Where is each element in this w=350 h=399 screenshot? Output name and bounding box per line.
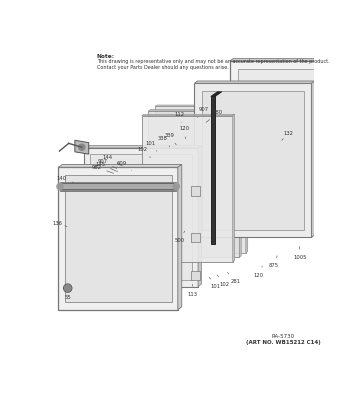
Polygon shape bbox=[155, 107, 246, 253]
Text: This drawing is representative only and may not be an accurate representation of: This drawing is representative only and … bbox=[97, 59, 330, 64]
Polygon shape bbox=[60, 182, 176, 184]
Polygon shape bbox=[155, 105, 248, 107]
Polygon shape bbox=[230, 61, 342, 219]
Text: 101: 101 bbox=[209, 277, 220, 289]
Polygon shape bbox=[60, 189, 176, 191]
Circle shape bbox=[173, 184, 180, 190]
Text: 102: 102 bbox=[217, 275, 229, 287]
Polygon shape bbox=[84, 146, 201, 148]
Text: 1005: 1005 bbox=[294, 247, 307, 260]
Polygon shape bbox=[329, 84, 335, 227]
Text: 102: 102 bbox=[137, 147, 150, 158]
Text: 140: 140 bbox=[56, 176, 74, 183]
Polygon shape bbox=[339, 75, 348, 77]
Polygon shape bbox=[211, 92, 222, 97]
Polygon shape bbox=[191, 271, 200, 280]
Polygon shape bbox=[142, 114, 234, 116]
Polygon shape bbox=[58, 164, 182, 167]
Polygon shape bbox=[60, 184, 176, 189]
Text: 980: 980 bbox=[206, 110, 223, 122]
Polygon shape bbox=[191, 186, 200, 196]
Circle shape bbox=[65, 285, 71, 291]
Polygon shape bbox=[312, 81, 315, 237]
Text: 339: 339 bbox=[164, 133, 176, 145]
Polygon shape bbox=[349, 68, 350, 70]
Polygon shape bbox=[65, 175, 172, 302]
Text: 145: 145 bbox=[95, 162, 118, 172]
Text: 112: 112 bbox=[174, 112, 184, 122]
Text: 132: 132 bbox=[282, 131, 293, 140]
Polygon shape bbox=[349, 70, 350, 213]
Polygon shape bbox=[239, 110, 241, 257]
Polygon shape bbox=[191, 233, 200, 242]
Circle shape bbox=[79, 144, 85, 150]
Text: 120: 120 bbox=[254, 266, 264, 278]
Polygon shape bbox=[178, 164, 182, 310]
Polygon shape bbox=[194, 83, 312, 237]
Polygon shape bbox=[202, 91, 304, 229]
Text: 55: 55 bbox=[64, 295, 71, 300]
Text: (ART NO. WB15212 C14): (ART NO. WB15212 C14) bbox=[246, 340, 321, 346]
Polygon shape bbox=[339, 77, 345, 219]
Polygon shape bbox=[84, 148, 198, 286]
Text: RA-5730: RA-5730 bbox=[272, 334, 295, 339]
Text: 907: 907 bbox=[197, 107, 209, 117]
Polygon shape bbox=[211, 97, 215, 244]
Polygon shape bbox=[342, 59, 345, 219]
Polygon shape bbox=[148, 110, 241, 111]
Text: 144: 144 bbox=[103, 156, 122, 166]
Polygon shape bbox=[238, 69, 334, 211]
Text: 136: 136 bbox=[52, 221, 67, 227]
Polygon shape bbox=[194, 81, 315, 83]
Text: 338: 338 bbox=[158, 136, 170, 147]
Polygon shape bbox=[75, 140, 89, 154]
Polygon shape bbox=[230, 59, 345, 61]
Polygon shape bbox=[322, 119, 341, 122]
Text: 281: 281 bbox=[228, 273, 241, 284]
Polygon shape bbox=[58, 167, 178, 310]
Polygon shape bbox=[329, 82, 338, 84]
Polygon shape bbox=[90, 154, 192, 280]
Text: 982: 982 bbox=[91, 165, 114, 173]
Polygon shape bbox=[322, 122, 337, 156]
Text: Contact your Parts Dealer should any questions arise.: Contact your Parts Dealer should any que… bbox=[97, 65, 229, 70]
Polygon shape bbox=[246, 105, 248, 253]
Text: Note:: Note: bbox=[97, 54, 115, 59]
Text: 113: 113 bbox=[188, 284, 197, 297]
Circle shape bbox=[57, 184, 63, 190]
Text: 609: 609 bbox=[117, 161, 132, 170]
Polygon shape bbox=[233, 114, 234, 262]
Text: 120: 120 bbox=[180, 126, 190, 139]
Text: 875: 875 bbox=[269, 256, 279, 268]
Polygon shape bbox=[142, 116, 233, 262]
Polygon shape bbox=[148, 111, 239, 257]
Text: 500: 500 bbox=[174, 231, 185, 243]
Polygon shape bbox=[198, 146, 201, 286]
Text: 101: 101 bbox=[145, 141, 157, 151]
Text: 907: 907 bbox=[97, 159, 117, 168]
